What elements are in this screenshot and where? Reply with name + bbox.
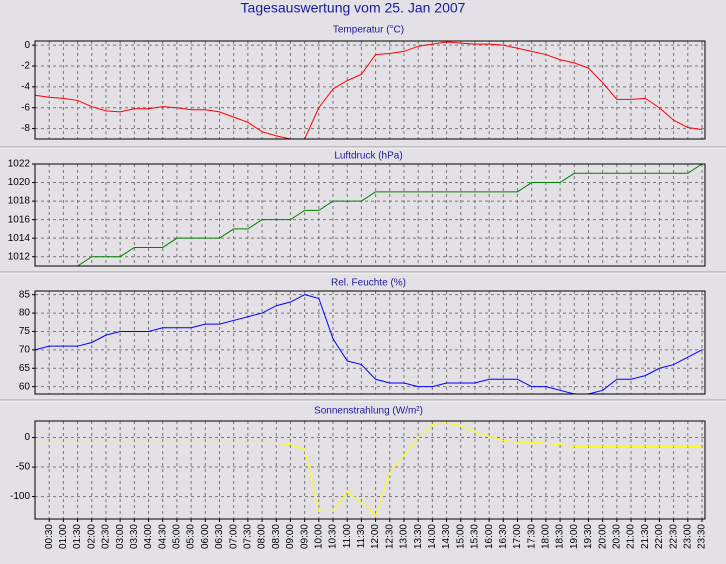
panel-title: Luftdruck (hPa) xyxy=(334,151,402,162)
x-tick-label: 11:00 xyxy=(342,524,353,549)
x-tick-label: 23:30 xyxy=(697,524,708,549)
plot-frame xyxy=(34,163,706,267)
y-tick-label: 1022 xyxy=(8,159,31,170)
x-tick-label: 09:30 xyxy=(299,524,310,549)
y-tick-label: 60 xyxy=(19,381,31,392)
x-tick-label: 10:00 xyxy=(313,524,324,549)
x-tick-label: 21:00 xyxy=(626,524,637,549)
x-tick-label: 21:30 xyxy=(640,524,651,549)
x-tick-label: 20:00 xyxy=(597,524,608,549)
plot-area xyxy=(35,164,705,266)
x-tick-label: 18:30 xyxy=(555,524,566,549)
x-tick-label: 05:30 xyxy=(186,524,197,549)
x-tick-label: 19:30 xyxy=(583,524,594,549)
x-tick-label: 16:00 xyxy=(484,524,495,549)
x-tick-label: 22:00 xyxy=(654,524,665,549)
y-tick-label: -100 xyxy=(10,491,30,502)
x-tick-label: 08:00 xyxy=(257,524,268,549)
panel-title: Temperatur (°C) xyxy=(333,25,404,36)
x-tick-label: 12:30 xyxy=(384,524,395,549)
x-tick-label: 14:00 xyxy=(427,524,438,549)
x-tick-label: 13:00 xyxy=(399,524,410,549)
y-tick-label: -4 xyxy=(21,82,30,93)
y-tick-label: 1012 xyxy=(8,251,31,262)
panel-title: Sonnenstrahlung (W/m²) xyxy=(314,406,423,417)
series xyxy=(60,164,703,266)
x-tick-label: 03:30 xyxy=(129,524,140,549)
x-tick-label: 22:30 xyxy=(668,524,679,549)
y-tick-label: 0 xyxy=(24,40,30,51)
x-tick-label: 07:30 xyxy=(243,524,254,549)
y-tick-label: -8 xyxy=(21,123,30,134)
x-tick-label: 19:00 xyxy=(569,524,580,549)
y-tick-label: 80 xyxy=(19,308,31,319)
series-line xyxy=(60,164,703,266)
y-tick-label: 1016 xyxy=(8,214,31,225)
series-line xyxy=(35,294,703,394)
x-tick-label: 12:00 xyxy=(370,524,381,549)
y-tick-label: 0 xyxy=(24,432,30,443)
x-tick-label: 20:30 xyxy=(611,524,622,549)
x-tick-label: 01:30 xyxy=(72,524,83,549)
x-tick-label: 04:00 xyxy=(143,524,154,549)
x-tick-label: 04:30 xyxy=(157,524,168,549)
x-tick-label: 13:30 xyxy=(413,524,424,549)
x-tick-label: 06:30 xyxy=(214,524,225,549)
x-tick-label: 06:00 xyxy=(200,524,211,549)
x-tick-label: 16:30 xyxy=(498,524,509,549)
y-tick-label: 1018 xyxy=(8,196,31,207)
y-tick-label: -50 xyxy=(16,462,31,473)
x-tick-label: 14:30 xyxy=(441,524,452,549)
y-tick-label: 70 xyxy=(19,344,31,355)
x-tick-label: 17:30 xyxy=(526,524,537,549)
x-tick-label: 09:00 xyxy=(285,524,296,549)
series xyxy=(35,41,703,139)
x-tick-label: 02:30 xyxy=(101,524,112,549)
y-tick-label: 85 xyxy=(19,289,31,300)
x-tick-label: 11:30 xyxy=(356,524,367,549)
page-title: Tagesauswertung vom 25. Jan 2007 xyxy=(241,0,466,16)
panel-title: Rel. Feuchte (%) xyxy=(331,278,406,289)
y-tick-label: 75 xyxy=(19,326,31,337)
y-tick-label: -2 xyxy=(21,61,30,72)
plot-frame xyxy=(34,290,706,395)
x-tick-label: 03:00 xyxy=(115,524,126,549)
series-line xyxy=(35,41,703,139)
x-tick-label: 05:00 xyxy=(172,524,183,549)
series xyxy=(35,294,703,394)
x-tick-label: 08:30 xyxy=(271,524,282,549)
x-tick-label: 15:00 xyxy=(455,524,466,549)
y-tick-label: 1020 xyxy=(8,177,31,188)
plot-frame xyxy=(34,420,706,520)
plot-area xyxy=(35,291,705,394)
x-tick-label: 15:30 xyxy=(470,524,481,549)
x-tick-label: 23:00 xyxy=(682,524,693,549)
y-tick-label: 1014 xyxy=(8,233,31,244)
series-line xyxy=(35,422,702,517)
x-tick-label: 02:00 xyxy=(86,524,97,549)
y-tick-label: 65 xyxy=(19,363,31,374)
x-tick-label: 01:00 xyxy=(58,524,69,549)
x-tick-label: 18:00 xyxy=(541,524,552,549)
x-tick-label: 17:00 xyxy=(512,524,523,549)
plot-area xyxy=(35,421,705,519)
x-tick-label: 00:30 xyxy=(44,524,55,549)
x-tick-label: 10:30 xyxy=(328,524,339,549)
plot-area xyxy=(35,41,705,139)
y-tick-label: -6 xyxy=(21,102,30,113)
plot-frame xyxy=(34,40,706,140)
x-tick-label: 07:00 xyxy=(228,524,239,549)
series xyxy=(35,422,702,517)
